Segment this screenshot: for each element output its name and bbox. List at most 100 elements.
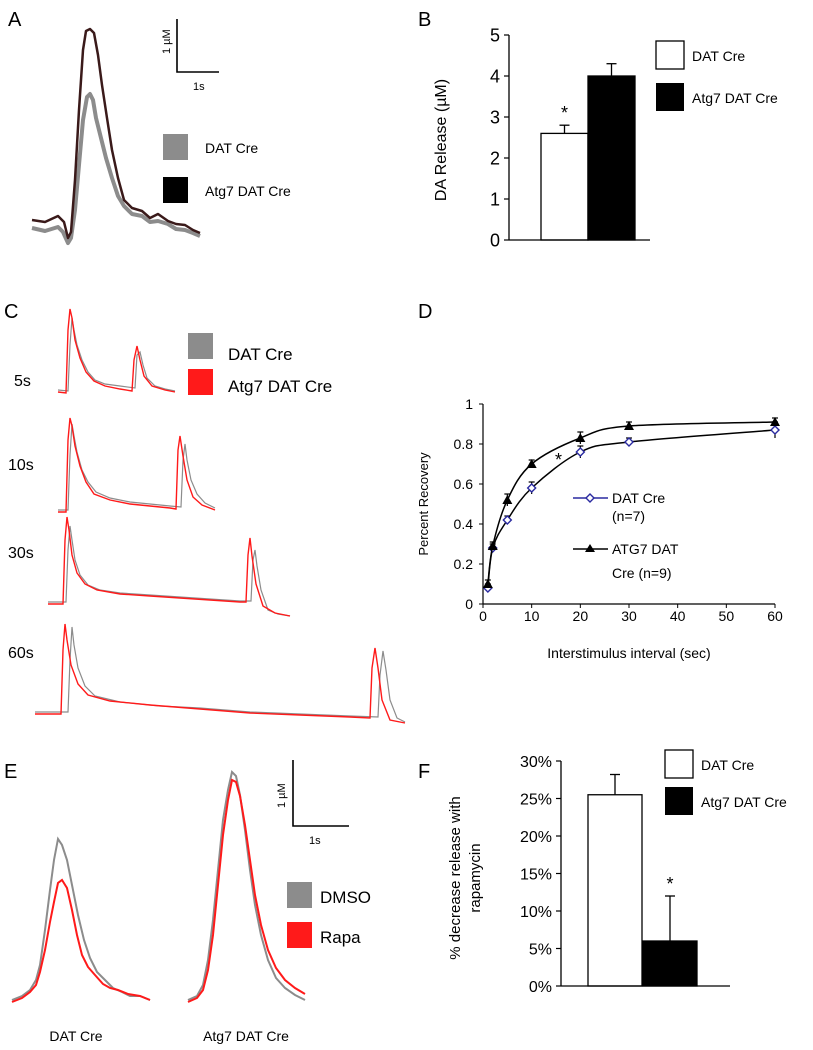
f-y-tick-label: 10% <box>520 904 552 921</box>
d-x-tick-label: 10 <box>524 608 540 624</box>
f-y-axis-title-line-1: % decrease release with <box>447 796 464 959</box>
d-point-atg7 <box>482 579 493 588</box>
b-bar-dat-cre <box>540 132 589 241</box>
b-y-tick-label: 0 <box>490 230 500 250</box>
trace-e-atg7-rapa <box>187 778 306 1003</box>
d-x-tick-label: 20 <box>573 608 589 624</box>
legend-d-marker-dat-cre <box>585 493 595 503</box>
panel-b: DA Release (µM) 0 1 2 3 4 5 * DAT Cre Atg7 DA… <box>433 25 778 250</box>
d-point-atg7 <box>770 417 780 426</box>
c-row-label-30s: 30s <box>8 545 34 562</box>
trace-c-60s-dat-cre <box>35 626 406 723</box>
legend-f-label-atg7: Atg7 DAT Cre <box>701 794 787 810</box>
d-y-tick-label: 0.6 <box>454 476 474 492</box>
legend-c-label-dat-cre: DAT Cre <box>228 345 293 364</box>
b-y-axis-title: DA Release (µM) <box>433 79 450 201</box>
f-significance-asterisk: * <box>666 874 673 894</box>
legend-b-swatch-dat-cre <box>655 40 685 70</box>
d-point-atg7 <box>502 495 513 504</box>
d-y-tick-label: 0.4 <box>454 516 474 532</box>
scale-bar-a-x-label: 1s <box>193 81 205 93</box>
legend-d-label-atg7-1: ATG7 DAT <box>612 541 679 557</box>
panel-letter-e: E <box>4 761 17 783</box>
d-point-atg7 <box>575 433 586 442</box>
trace-c-5s-atg7 <box>57 308 176 394</box>
legend-d-label-dat-cre-1: DAT Cre <box>612 490 665 506</box>
d-point-atg7 <box>624 421 634 430</box>
legend-a-label-dat-cre: DAT Cre <box>205 140 258 156</box>
trace-c-30s-atg7 <box>48 516 291 617</box>
f-y-ticks: 0% 5% 10% 15% 20% 25% 30% <box>520 754 561 996</box>
trace-a-atg7-dat-cre <box>31 27 201 240</box>
d-point-atg7 <box>526 459 537 468</box>
b-significance-asterisk: * <box>561 103 568 123</box>
trace-c-30s-dat-cre <box>48 525 291 617</box>
f-y-tick-label: 30% <box>520 754 552 771</box>
d-y-ticks: 0 0.2 0.4 0.6 0.8 1 <box>454 396 483 612</box>
legend-e-label-dmso: DMSO <box>320 888 371 907</box>
scale-bar-e-x-label: 1s <box>309 835 321 847</box>
panel-c: 5s 10s 30s 60s DAT Cre Atg7 DAT Cre <box>8 308 406 724</box>
f-y-tick-label: 25% <box>520 791 552 808</box>
legend-d-marker-atg7 <box>585 544 595 552</box>
d-x-tick-label: 40 <box>670 608 686 624</box>
trace-c-10s-dat-cre <box>58 423 216 511</box>
panel-letter-b: B <box>418 9 431 31</box>
d-point-dat-cre <box>575 447 586 457</box>
panel-e: 1 µM 1s DMSO Rapa DAT Cre Atg7 DAT Cre <box>11 760 371 1044</box>
d-point-dat-cre <box>526 483 537 493</box>
c-row-label-60s: 60s <box>8 645 34 662</box>
d-x-axis-title: Interstimulus interval (sec) <box>547 645 710 661</box>
trace-c-60s-atg7 <box>35 623 406 724</box>
b-y-tick-label: 2 <box>490 148 500 168</box>
d-point-dat-cre <box>624 437 634 447</box>
e-group-label-dat-cre: DAT Cre <box>49 1028 102 1044</box>
panel-d: Percent Recovery Interstimulus interval … <box>416 396 783 661</box>
scale-bar-e <box>292 760 349 827</box>
d-point-atg7 <box>487 541 498 550</box>
e-group-label-atg7: Atg7 DAT Cre <box>203 1028 289 1044</box>
d-x-tick-label: 50 <box>719 608 735 624</box>
d-x-ticks: 0 10 20 30 40 50 60 <box>479 604 783 624</box>
d-x-tick-label: 60 <box>767 608 783 624</box>
f-y-tick-label: 5% <box>529 941 552 958</box>
d-series <box>482 417 780 593</box>
legend-d-label-dat-cre-2: (n=7) <box>612 508 645 524</box>
legend-e-swatch-dmso <box>287 882 312 908</box>
panel-a: 1 µM 1s DAT Cre Atg7 DAT Cre <box>31 19 291 245</box>
d-x-tick-label: 30 <box>621 608 637 624</box>
legend-a-label-atg7: Atg7 DAT Cre <box>205 183 291 199</box>
d-y-tick-label: 1 <box>465 396 473 412</box>
d-y-tick-label: 0.8 <box>454 436 474 452</box>
legend-a-swatch-atg7 <box>163 177 188 203</box>
f-bars: * <box>587 773 698 987</box>
legend-f-label-dat-cre: DAT Cre <box>701 757 754 773</box>
legend-c-label-atg7: Atg7 DAT Cre <box>228 377 332 396</box>
f-bar-dat-cre <box>587 794 643 987</box>
c-row-label-5s: 5s <box>14 373 31 390</box>
b-bars: * <box>540 63 636 241</box>
legend-c-swatch-dat-cre <box>188 333 213 359</box>
f-y-tick-label: 0% <box>529 979 552 996</box>
d-point-dat-cre <box>502 515 513 525</box>
panel-letter-f: F <box>418 761 430 783</box>
panel-f: % decrease release with rapamycin 0% 5% 10… <box>447 749 787 996</box>
panel-letter-d: D <box>418 301 432 323</box>
legend-f-swatch-atg7 <box>665 787 693 815</box>
trace-c-5s-dat-cre <box>57 317 176 392</box>
legend-b-label-atg7: Atg7 DAT Cre <box>692 90 778 106</box>
legend-e-swatch-rapa <box>287 922 312 948</box>
d-x-tick-label: 0 <box>479 608 487 624</box>
b-y-tick-label: 1 <box>490 189 500 209</box>
legend-b-label-dat-cre: DAT Cre <box>692 48 745 64</box>
trace-e-dat-cre-dmso <box>11 836 151 1001</box>
b-bar-atg7 <box>587 75 636 241</box>
legend-b-swatch-atg7 <box>656 83 684 111</box>
d-y-axis-title: Percent Recovery <box>416 452 431 556</box>
legend-f-swatch-dat-cre <box>664 749 694 779</box>
legend-c-swatch-atg7 <box>188 369 213 395</box>
scale-bar-a-y-label: 1 µM <box>161 29 173 54</box>
legend-a-swatch-dat-cre <box>163 134 188 160</box>
trace-a-dat-cre <box>31 92 201 245</box>
